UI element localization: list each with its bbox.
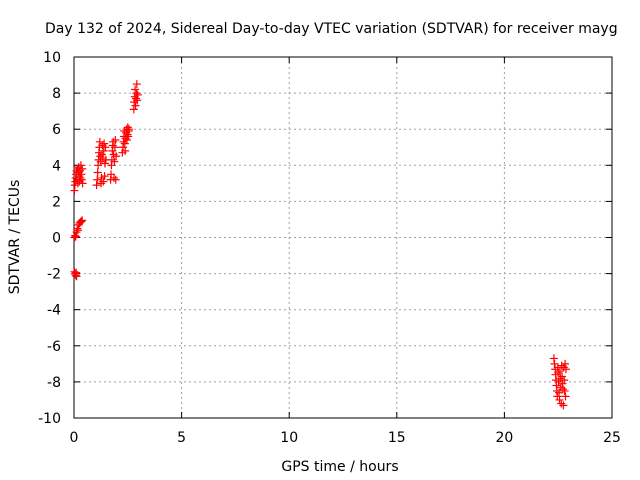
x-axis-title: GPS time / hours bbox=[281, 459, 398, 475]
x-tick-label: 25 bbox=[603, 430, 621, 446]
y-tick-labels: -10 -8 -6 -4 -2 0 2 4 6 8 10 bbox=[38, 50, 61, 427]
data-point bbox=[100, 159, 109, 168]
data-point bbox=[93, 175, 102, 184]
data-point bbox=[129, 105, 138, 114]
data-points bbox=[70, 80, 570, 410]
data-point bbox=[123, 130, 132, 139]
data-point bbox=[131, 85, 140, 94]
data-point bbox=[555, 388, 564, 397]
data-point bbox=[561, 359, 570, 368]
data-point bbox=[560, 376, 569, 385]
x-tick-label: 5 bbox=[177, 430, 186, 446]
data-point bbox=[554, 377, 563, 386]
data-point bbox=[549, 354, 558, 363]
data-point bbox=[110, 157, 119, 166]
data-point bbox=[76, 218, 85, 227]
data-point bbox=[132, 89, 141, 98]
data-point bbox=[555, 395, 564, 404]
data-point bbox=[559, 401, 568, 410]
data-point bbox=[78, 216, 87, 225]
y-axis-title: SDTVAR / TECUs bbox=[7, 180, 23, 295]
data-point bbox=[125, 125, 134, 134]
x-tick-label: 10 bbox=[280, 430, 298, 446]
data-point bbox=[112, 152, 121, 161]
data-point bbox=[99, 146, 108, 155]
data-point bbox=[92, 181, 101, 190]
y-tick-label: 8 bbox=[52, 86, 61, 102]
x-tick-label: 15 bbox=[388, 430, 406, 446]
data-point bbox=[101, 143, 110, 152]
data-point bbox=[123, 123, 132, 132]
x-tick-label: 0 bbox=[70, 430, 79, 446]
y-tick-label: 0 bbox=[52, 231, 61, 247]
data-point bbox=[111, 175, 120, 184]
data-point bbox=[77, 175, 86, 184]
data-point bbox=[73, 224, 82, 233]
x-tick-labels: 0 5 10 15 20 25 bbox=[70, 430, 621, 446]
data-point bbox=[555, 367, 564, 376]
data-point bbox=[99, 177, 108, 186]
data-point bbox=[100, 139, 109, 148]
data-point bbox=[110, 143, 119, 152]
data-point bbox=[72, 272, 81, 281]
data-point bbox=[77, 217, 86, 226]
y-tick-label: -8 bbox=[47, 375, 61, 391]
y-tick-label: 2 bbox=[52, 194, 61, 210]
data-point bbox=[70, 267, 79, 276]
y-tick-label: -10 bbox=[38, 411, 61, 427]
data-point bbox=[556, 374, 565, 383]
data-point bbox=[133, 90, 142, 99]
data-point bbox=[78, 179, 87, 188]
data-point bbox=[111, 136, 120, 145]
data-point bbox=[100, 172, 109, 181]
data-point bbox=[78, 164, 87, 173]
y-tick-label: -6 bbox=[47, 339, 61, 355]
data-point bbox=[72, 228, 81, 237]
data-point bbox=[76, 173, 85, 182]
data-point bbox=[93, 168, 102, 177]
y-tick-label: 6 bbox=[52, 122, 61, 138]
data-point bbox=[561, 392, 570, 401]
x-tick-label: 20 bbox=[495, 430, 513, 446]
y-tick-label: -4 bbox=[47, 303, 61, 319]
data-point bbox=[560, 386, 569, 395]
data-point bbox=[110, 173, 119, 182]
axis-ticks bbox=[73, 56, 613, 419]
chart-title: Day 132 of 2024, Sidereal Day-to-day VTE… bbox=[45, 21, 618, 37]
data-point bbox=[71, 231, 80, 240]
y-tick-label: -2 bbox=[47, 267, 61, 283]
data-point bbox=[132, 80, 141, 89]
data-point bbox=[121, 146, 130, 155]
data-point bbox=[558, 385, 567, 394]
y-tick-label: 10 bbox=[43, 50, 61, 66]
data-point bbox=[97, 150, 106, 159]
grid bbox=[74, 57, 612, 418]
data-point bbox=[76, 161, 85, 170]
data-point bbox=[73, 226, 82, 235]
y-tick-label: 4 bbox=[52, 158, 61, 174]
data-point bbox=[131, 101, 140, 110]
data-point bbox=[71, 232, 80, 241]
data-point bbox=[554, 368, 563, 377]
data-point bbox=[561, 365, 570, 374]
data-point bbox=[70, 233, 79, 242]
